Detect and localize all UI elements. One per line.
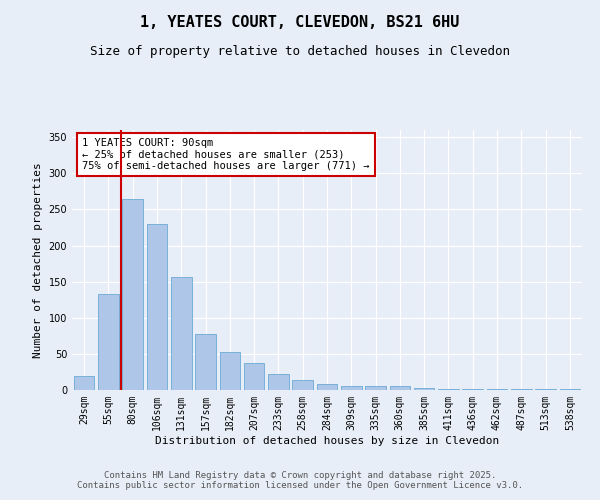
Text: 1 YEATES COURT: 90sqm
← 25% of detached houses are smaller (253)
75% of semi-det: 1 YEATES COURT: 90sqm ← 25% of detached …	[82, 138, 370, 171]
Text: Size of property relative to detached houses in Clevedon: Size of property relative to detached ho…	[90, 45, 510, 58]
Text: Contains HM Land Registry data © Crown copyright and database right 2025.
Contai: Contains HM Land Registry data © Crown c…	[77, 470, 523, 490]
Text: 1, YEATES COURT, CLEVEDON, BS21 6HU: 1, YEATES COURT, CLEVEDON, BS21 6HU	[140, 15, 460, 30]
Bar	[220, 352, 240, 390]
Bar	[292, 380, 313, 390]
Bar	[414, 388, 434, 390]
Bar	[268, 374, 289, 390]
Bar	[317, 384, 337, 390]
Bar	[122, 198, 143, 390]
Bar	[341, 386, 362, 390]
Bar	[98, 294, 119, 390]
Y-axis label: Number of detached properties: Number of detached properties	[33, 162, 43, 358]
Bar	[244, 364, 265, 390]
Bar	[171, 276, 191, 390]
Bar	[560, 388, 580, 390]
Bar	[365, 386, 386, 390]
Bar	[438, 388, 459, 390]
Bar	[389, 386, 410, 390]
Bar	[74, 376, 94, 390]
Bar	[146, 224, 167, 390]
Bar	[195, 334, 216, 390]
X-axis label: Distribution of detached houses by size in Clevedon: Distribution of detached houses by size …	[155, 436, 499, 446]
